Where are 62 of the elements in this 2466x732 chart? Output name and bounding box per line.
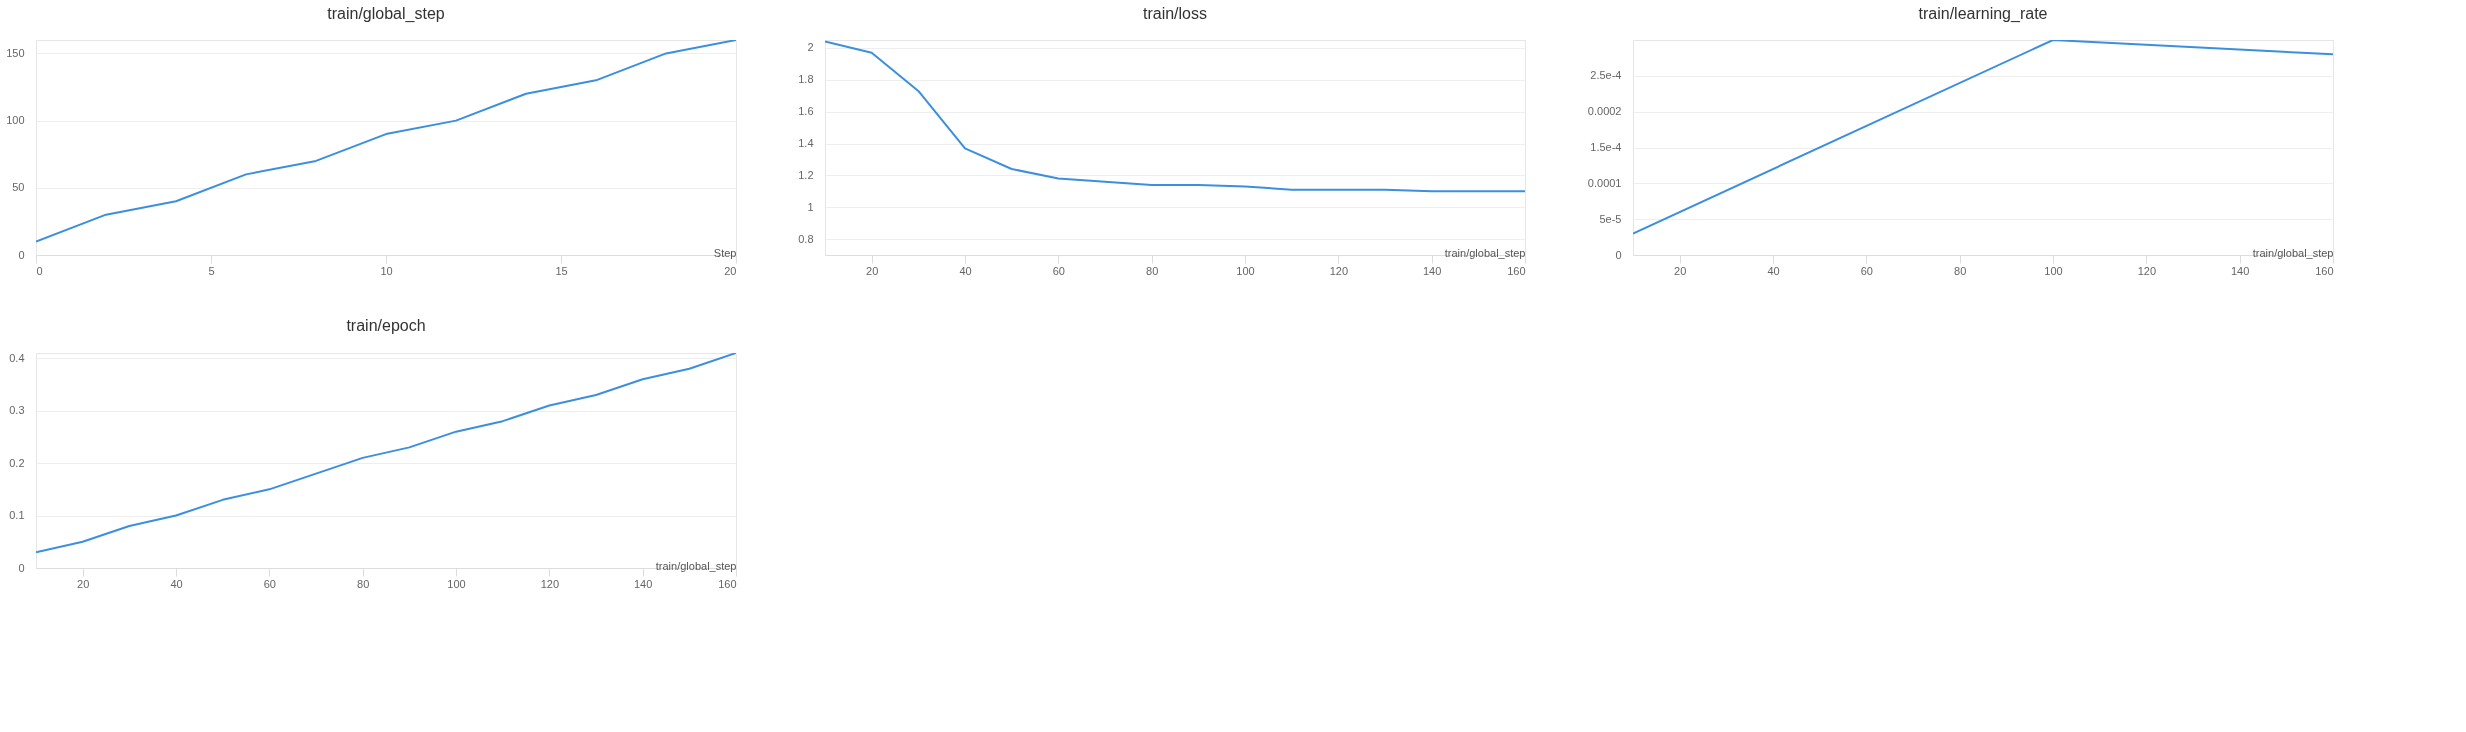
- y-tick-label: 0.0001: [1587, 176, 1622, 189]
- y-tick-label: 0: [18, 248, 25, 261]
- y-tick-label: 100: [6, 114, 25, 127]
- y-tick-label: 1.2: [798, 168, 814, 181]
- line-series: [825, 40, 1525, 193]
- x-tick-label: 20: [866, 264, 879, 277]
- y-tick-label: 1.5e-4: [1590, 141, 1622, 153]
- x-tick-label: 20: [724, 264, 737, 277]
- x-tick-label: 160: [2315, 264, 2334, 277]
- y-tick-label: 0.2: [9, 456, 25, 469]
- x-tick-label: 140: [633, 577, 653, 590]
- x-tick-label: 100: [447, 577, 466, 590]
- x-tick-label: 60: [1860, 264, 1873, 277]
- y-tick-label: 2.5e-4: [1590, 69, 1622, 82]
- y-tick-label: 0.1: [9, 509, 25, 522]
- x-tick-label: 120: [540, 577, 560, 590]
- x-tick-label: 60: [263, 577, 276, 590]
- x-tick-label: 120: [2137, 264, 2157, 277]
- x-tick-label: 120: [1329, 264, 1349, 277]
- chart-title: train/global_step: [327, 5, 445, 23]
- y-tick-label: 1.4: [798, 137, 814, 150]
- x-tick-label: 40: [959, 264, 972, 277]
- y-tick-label: 0: [18, 561, 25, 574]
- x-tick-label: 160: [1507, 264, 1526, 277]
- x-tick-label: 0: [36, 264, 43, 277]
- y-tick-label: 50: [12, 181, 25, 194]
- x-tick-label: 40: [170, 577, 183, 590]
- y-tick-label: 2: [807, 41, 814, 54]
- chart-title: train/loss: [1142, 5, 1208, 22]
- y-tick-label: 0.4: [9, 351, 25, 364]
- x-axis-title: train/global_step: [1444, 246, 1526, 259]
- x-tick-label: 80: [357, 577, 370, 590]
- y-tick-label: 0: [1615, 248, 1622, 261]
- x-tick-label: 60: [1052, 264, 1065, 277]
- y-tick-label: 0.3: [9, 404, 25, 417]
- x-tick-label: 100: [1236, 264, 1255, 277]
- line-series: [36, 40, 736, 243]
- x-tick-label: 100: [2044, 264, 2063, 277]
- chart-title: train/learning_rate: [1918, 5, 2048, 23]
- chart-title: train/epoch: [346, 317, 426, 335]
- y-tick-label: 1.8: [798, 73, 814, 86]
- x-tick-label: 140: [1422, 264, 1442, 277]
- x-tick-label: 40: [1767, 264, 1780, 277]
- line-series: [36, 353, 736, 554]
- x-tick-label: 5: [208, 264, 215, 277]
- x-tick-label: 20: [77, 577, 90, 590]
- x-tick-label: 10: [380, 264, 393, 277]
- x-axis-title: Step: [713, 246, 737, 259]
- y-tick-label: 5e-5: [1599, 212, 1622, 225]
- x-tick-label: 80: [1146, 264, 1159, 277]
- y-tick-label: 150: [6, 46, 25, 59]
- x-tick-label: 160: [718, 577, 737, 590]
- y-tick-label: 1: [807, 200, 814, 213]
- x-tick-label: 140: [2230, 264, 2250, 277]
- x-tick-label: 80: [1954, 264, 1967, 277]
- x-tick-label: 15: [555, 264, 568, 277]
- x-tick-label: 20: [1674, 264, 1687, 277]
- y-tick-label: 0.0002: [1587, 105, 1622, 118]
- y-tick-label: 1.6: [798, 105, 814, 118]
- x-axis-title: train/global_step: [2252, 246, 2334, 259]
- x-axis-title: train/global_step: [655, 559, 737, 572]
- y-tick-label: 0.8: [798, 232, 814, 245]
